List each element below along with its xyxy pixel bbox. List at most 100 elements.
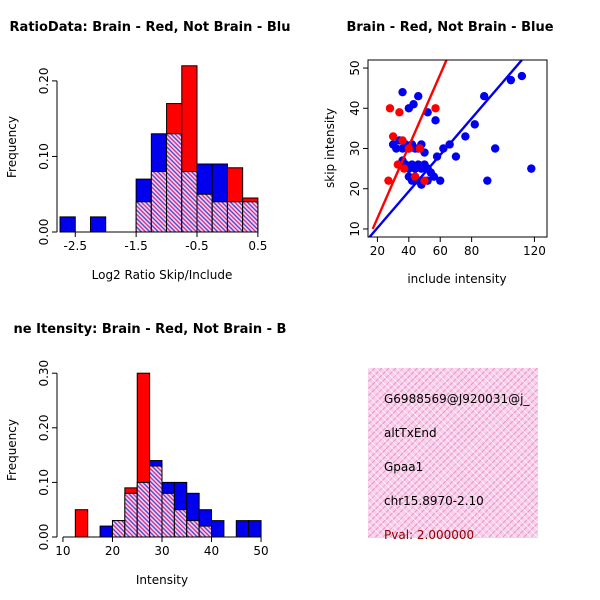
- y-tick-label: 0.20: [37, 414, 51, 441]
- data-point: [420, 176, 429, 185]
- x-tick-label: -2.5: [64, 239, 87, 253]
- y-tick-label: 0.00: [37, 524, 51, 551]
- histogram-bar: [235, 520, 250, 538]
- histogram-overlap-bar: [136, 481, 151, 538]
- histogram-bars: [59, 65, 259, 233]
- ratio-histogram-title: RatioData: Brain - Red, Not Brain - Blu: [9, 20, 291, 35]
- y-tick-label: 0.10: [37, 469, 51, 496]
- histogram-bar: [248, 520, 262, 538]
- data-point: [399, 164, 409, 173]
- histogram-bars: [74, 372, 262, 538]
- histogram-overlap-bar: [150, 171, 168, 233]
- info-line-gene: Gpaa1: [384, 460, 424, 474]
- histogram-bar: [74, 509, 89, 538]
- histogram-overlap-bar: [242, 201, 259, 233]
- data-point: [431, 116, 440, 125]
- panel-ratio-histogram: RatioData: Brain - Red, Not Brain - Blu …: [0, 0, 300, 300]
- x-tick-label: 120: [523, 244, 546, 258]
- x-tick-label: 50: [253, 544, 268, 558]
- intensity-histogram-plot: 10 20 30 40 50 0.00 0.10 0.20 0.30: [37, 360, 269, 558]
- axes: [52, 80, 259, 237]
- histogram-overlap-bar: [166, 133, 183, 233]
- x-tick-label: 40: [401, 244, 416, 258]
- data-point: [436, 176, 445, 185]
- axes: [52, 372, 262, 542]
- info-box: G6988569@J920031@j_ altTxEnd Gpaa1 chr15…: [368, 368, 538, 542]
- x-tick-label: -0.5: [185, 239, 208, 253]
- y-tick-label: 0.20: [37, 68, 51, 95]
- histogram-overlap-bar: [124, 492, 138, 538]
- data-point: [527, 164, 536, 173]
- histogram-overlap-bar: [135, 201, 152, 233]
- panel-intensity-histogram: ne Itensity: Brain - Red, Not Brain - B …: [0, 300, 300, 600]
- data-point: [392, 144, 401, 153]
- data-point: [483, 176, 492, 185]
- histogram-overlap-bar: [186, 520, 200, 538]
- data-point: [398, 136, 407, 145]
- ratio-histogram-xlabel: Log2 Ratio Skip/Include: [91, 268, 233, 282]
- panel-annotation: G6988569@J920031@j_ altTxEnd Gpaa1 chr15…: [300, 300, 600, 600]
- data-point: [451, 152, 461, 161]
- histogram-overlap-bar: [211, 201, 228, 233]
- data-point: [506, 75, 516, 85]
- y-tick-label: 10: [348, 221, 362, 236]
- data-point: [517, 71, 527, 81]
- histogram-overlap-bar: [149, 465, 163, 538]
- x-tick-label: -1.5: [124, 239, 147, 253]
- data-point: [490, 144, 500, 153]
- info-line-event-type: altTxEnd: [384, 426, 437, 440]
- axes: [363, 59, 548, 242]
- y-tick-label: 0.30: [37, 360, 51, 387]
- data-point: [429, 172, 439, 181]
- histogram-bar: [59, 216, 76, 233]
- tick-labels: -2.5 -1.5 -0.5 0.5 0.00 0.10 0.20: [37, 68, 267, 253]
- histogram-bar: [99, 525, 113, 538]
- data-point: [461, 132, 470, 141]
- data-point: [431, 104, 440, 113]
- info-line-probe-id: G6988569@J920031@j_: [384, 392, 530, 406]
- y-tick-label: 50: [348, 60, 362, 75]
- x-tick-label: 0.5: [248, 239, 267, 253]
- data-point: [395, 108, 404, 117]
- x-tick-label: 30: [154, 544, 169, 558]
- histogram-overlap-bar: [198, 525, 213, 538]
- y-tick-label: 0.00: [37, 219, 51, 246]
- y-tick-label: 40: [348, 101, 362, 116]
- intensity-histogram-title: ne Itensity: Brain - Red, Not Brain - B: [13, 322, 287, 337]
- x-tick-label: 80: [464, 244, 479, 258]
- tick-labels: 20 40 60 80 120 10 20 30 40 50: [348, 60, 546, 258]
- intensity-histogram-xlabel: Intensity: [135, 573, 189, 587]
- ratio-histogram-plot: -2.5 -1.5 -0.5 0.5 0.00 0.10 0.20: [37, 65, 267, 253]
- data-point: [384, 176, 393, 185]
- data-point: [410, 172, 420, 181]
- info-line-pval: Pval: 2.000000: [384, 528, 475, 542]
- data-point: [388, 132, 398, 141]
- data-point: [414, 92, 423, 101]
- x-tick-label: 40: [204, 544, 219, 558]
- histogram-overlap-bar: [173, 509, 188, 538]
- histogram-overlap-bar: [226, 201, 244, 233]
- data-point: [415, 144, 425, 153]
- histogram-bar: [89, 216, 107, 233]
- fit-line: [368, 60, 523, 237]
- scatter-plot: 20 40 60 80 120 10 20 30 40 50: [348, 59, 548, 258]
- histogram-overlap-bar: [111, 520, 126, 538]
- histogram-overlap-bar: [196, 193, 213, 233]
- histogram-overlap-bar: [181, 171, 198, 233]
- scatter-xlabel: include intensity: [407, 272, 507, 286]
- y-tick-label: 30: [348, 141, 362, 156]
- y-tick-label: 20: [348, 181, 362, 196]
- scatter-title: Brain - Red, Not Brain - Blue: [346, 20, 554, 35]
- fit-line: [371, 60, 448, 230]
- data-point: [398, 87, 407, 97]
- y-tick-label: 0.10: [37, 143, 51, 170]
- tick-labels: 10 20 30 40 50 0.00 0.10 0.20 0.30: [37, 360, 269, 558]
- x-tick-label: 20: [370, 244, 385, 258]
- x-tick-label: 20: [105, 544, 120, 558]
- info-line-locus: chr15.8970-2.10: [384, 494, 484, 508]
- data-point: [385, 104, 395, 113]
- panel-intensity-scatter: Brain - Red, Not Brain - Blue skip inten…: [300, 0, 600, 300]
- data-point: [479, 92, 489, 101]
- scatter-content: [368, 60, 536, 237]
